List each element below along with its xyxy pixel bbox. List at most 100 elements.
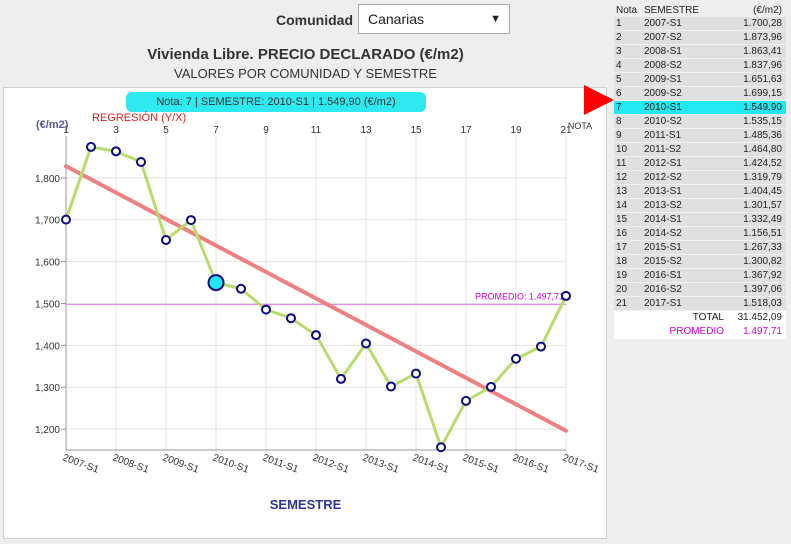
data-point [161, 234, 171, 245]
table-row[interactable]: 8 2010-S2 1.535,15 [614, 115, 786, 129]
y-tick-label: 1,300 [35, 383, 60, 394]
row-semestre: 2010-S2 [644, 116, 682, 127]
chevron-down-icon: ▼ [490, 13, 501, 25]
x-bottom-tick-label: 2014-S1 [411, 452, 451, 475]
row-nota: 11 [616, 158, 627, 169]
x-bottom-tick-label: 2015-S1 [461, 452, 501, 475]
row-valor: 1.367,92 [743, 270, 782, 281]
row-semestre: 2011-S1 [644, 130, 682, 141]
y-tick-label: 1,600 [35, 258, 60, 269]
row-valor: 1.404,45 [743, 186, 782, 197]
table-row[interactable]: 18 2015-S2 1.300,82 [614, 255, 786, 269]
x-bottom-tick-label: 2007-S1 [61, 452, 101, 475]
table-row[interactable]: 5 2009-S1 1.651,63 [614, 73, 786, 87]
comunidad-label: Comunidad [276, 12, 353, 28]
table-row[interactable]: 13 2013-S1 1.404,45 [614, 185, 786, 199]
data-point [436, 442, 446, 453]
table-row[interactable]: 14 2013-S2 1.301,57 [614, 199, 786, 213]
x-bottom-tick-label: 2013-S1 [361, 452, 401, 475]
x-bottom-tick-label: 2016-S1 [511, 452, 551, 475]
data-point [511, 353, 521, 364]
table-row[interactable]: 16 2014-S2 1.156,51 [614, 227, 786, 241]
x-bottom-tick-label: 2017-S1 [561, 452, 601, 475]
total-label: TOTAL [692, 312, 724, 323]
row-semestre: 2016-S2 [644, 284, 682, 295]
table-row[interactable]: 10 2011-S2 1.464,80 [614, 143, 786, 157]
table-row[interactable]: 1 2007-S1 1.700,28 [614, 17, 786, 31]
row-nota: 14 [616, 200, 628, 211]
chart-panel [3, 87, 607, 539]
row-valor: 1.651,63 [743, 74, 782, 85]
table-row[interactable]: 6 2009-S2 1.699,15 [614, 87, 786, 101]
row-nota: 1 [616, 18, 622, 29]
row-semestre: 2008-S2 [644, 60, 682, 71]
regression-label: REGRESIÓN (Y/X) [92, 112, 187, 124]
row-semestre: 2013-S1 [644, 186, 682, 197]
table-row[interactable]: 21 2017-S1 1.518,03 [614, 297, 786, 311]
table-row[interactable]: 20 2016-S2 1.397,06 [614, 283, 786, 297]
row-valor: 1.837,96 [743, 60, 782, 71]
promedio-row: PROMEDIO 1.497,71 [614, 325, 786, 339]
row-valor: 1.267,33 [743, 242, 782, 253]
data-point [136, 156, 146, 167]
data-point [411, 368, 421, 379]
data-point [111, 146, 121, 157]
data-point-highlighted [207, 274, 225, 292]
data-point [461, 395, 471, 406]
row-nota: 2 [616, 32, 622, 43]
x-axis-title: SEMESTRE [269, 497, 342, 512]
table-row[interactable]: 4 2008-S2 1.837,96 [614, 59, 786, 73]
row-nota: 15 [616, 214, 628, 225]
row-valor: 1.397,06 [743, 284, 782, 295]
promedio-label: PROMEDIO [669, 326, 724, 337]
row-semestre: 2010-S1 [644, 102, 682, 113]
comunidad-select[interactable]: Canarias ▼ [358, 4, 510, 34]
promedio-value: 1.497,71 [743, 326, 782, 337]
data-table: Nota SEMESTRE (€/m2) 1 2007-S1 1.700,28 2 20… [614, 4, 786, 339]
row-semestre: 2013-S2 [644, 200, 682, 211]
data-point [561, 290, 571, 301]
table-row[interactable]: 9 2011-S1 1.485,36 [614, 129, 786, 143]
table-row[interactable]: 2 2007-S2 1.873,96 [614, 31, 786, 45]
row-valor: 1.319,79 [743, 172, 782, 183]
row-valor: 1.156,51 [743, 228, 782, 239]
row-nota: 7 [616, 102, 622, 113]
row-valor: 1.549,90 [743, 102, 782, 113]
total-row: TOTAL 31.452,09 [614, 311, 786, 325]
row-nota: 19 [616, 270, 628, 281]
average-label: PROMEDIO: 1.497,71 [475, 291, 564, 301]
x-top-tick-label: 3 [113, 125, 119, 136]
row-semestre: 2015-S2 [644, 256, 682, 267]
x-top-tick-label: 5 [163, 125, 169, 136]
data-point [236, 283, 246, 294]
table-header: Nota SEMESTRE (€/m2) [614, 4, 786, 17]
x-top-tick-label: 9 [263, 125, 269, 136]
x-top-tick-label: 17 [460, 125, 472, 136]
row-valor: 1.518,03 [743, 298, 782, 309]
row-semestre: 2007-S2 [644, 32, 682, 43]
row-nota: 4 [616, 60, 622, 71]
y-tick-label: 1,500 [35, 299, 60, 310]
table-row[interactable]: 11 2012-S1 1.424,52 [614, 157, 786, 171]
row-nota: 6 [616, 88, 622, 99]
table-row[interactable]: 12 2012-S2 1.319,79 [614, 171, 786, 185]
row-nota: 3 [616, 46, 622, 57]
row-nota: 16 [616, 228, 628, 239]
table-row[interactable]: 19 2016-S1 1.367,92 [614, 269, 786, 283]
data-point [186, 215, 196, 226]
chart-title: Vivienda Libre. PRECIO DECLARADO (€/m2) [147, 46, 464, 63]
row-valor: 1.699,15 [743, 88, 782, 99]
row-valor: 1.464,80 [743, 144, 782, 155]
data-point [486, 381, 496, 392]
data-point [386, 381, 396, 392]
y-axis-title: (€/m2) [36, 119, 69, 131]
row-semestre: 2011-S2 [644, 144, 682, 155]
table-row[interactable]: 3 2008-S1 1.863,41 [614, 45, 786, 59]
chart-subtitle: VALORES POR COMUNIDAD Y SEMESTRE [174, 66, 437, 81]
header-valor: (€/m2) [753, 5, 782, 16]
row-valor: 1.873,96 [743, 32, 782, 43]
table-row[interactable]: 7 2010-S1 1.549,90 [614, 101, 786, 115]
table-row[interactable]: 17 2015-S1 1.267,33 [614, 241, 786, 255]
table-row[interactable]: 15 2014-S1 1.332,49 [614, 213, 786, 227]
row-nota: 18 [616, 256, 628, 267]
